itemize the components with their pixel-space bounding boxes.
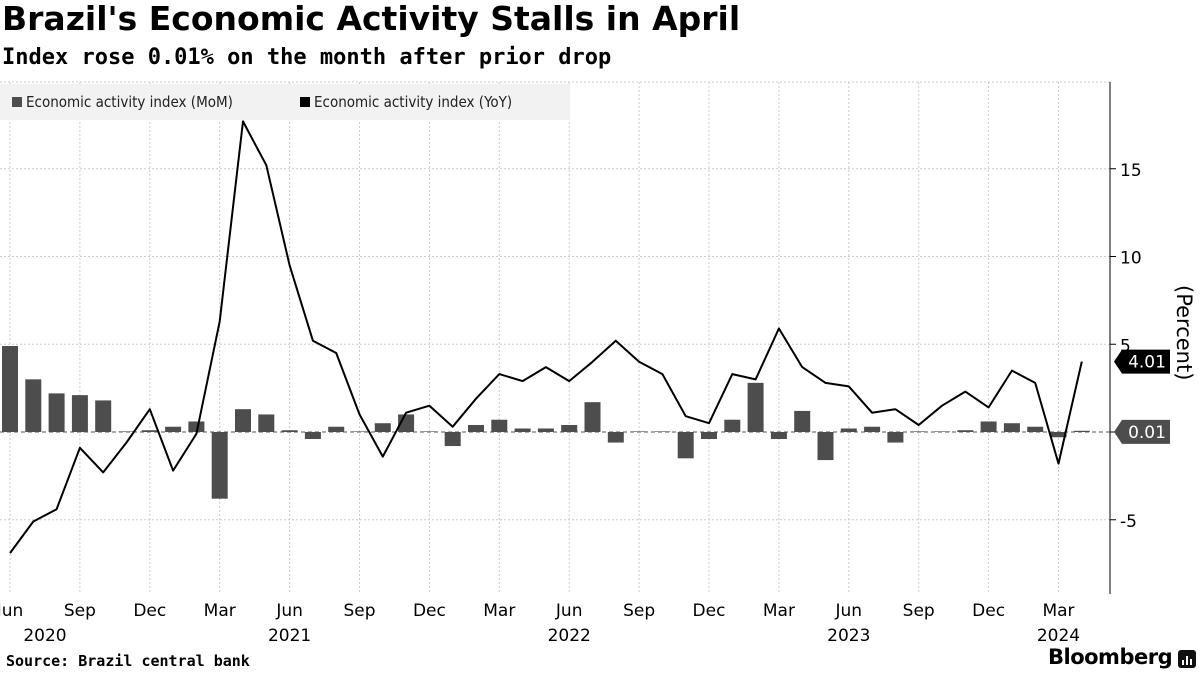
bar: [747, 382, 764, 432]
bar: [910, 431, 927, 432]
x-tick-label: Dec: [413, 601, 446, 621]
legend-label-mom: Economic activity index (MoM): [26, 93, 233, 111]
bar: [840, 428, 857, 432]
mom-bars: [2, 346, 1090, 499]
y-tick-label: -5: [1120, 512, 1137, 532]
x-tick-label: Mar: [204, 601, 236, 621]
bar: [141, 430, 158, 432]
bar: [95, 400, 112, 432]
bar: [374, 423, 391, 432]
bar: [514, 428, 531, 432]
x-tick-label: Dec: [133, 601, 166, 621]
legend-label-yoy: Economic activity index (YoY): [314, 93, 513, 111]
bar: [281, 430, 298, 432]
x-tick-label: Mar: [1042, 601, 1074, 621]
y-tick-label: 5: [1120, 336, 1131, 356]
bar: [677, 432, 694, 459]
bar: [444, 432, 461, 447]
bar: [1073, 430, 1090, 432]
bar: [188, 421, 205, 432]
yoy-line-layer: [9, 120, 1083, 554]
bar: [631, 431, 648, 432]
bar: [351, 431, 368, 432]
x-tick-label: Sep: [343, 601, 375, 621]
y-tick-label: 15: [1120, 161, 1142, 181]
bar: [724, 419, 741, 432]
bar: [654, 431, 671, 432]
x-tick-label: Mar: [483, 601, 515, 621]
bar: [304, 432, 321, 440]
bar: [817, 432, 834, 461]
bar: [328, 426, 345, 432]
bar: [887, 432, 904, 443]
grid-layer: [0, 81, 1110, 594]
x-year-label: 2024: [1037, 626, 1080, 646]
mom-annotation-label: 0.01: [1128, 423, 1166, 443]
legend: Economic activity index (MoM) Economic a…: [0, 84, 570, 120]
bar: [2, 346, 18, 432]
x-tick-label: Jun: [835, 601, 863, 621]
x-year-label: 2021: [268, 626, 311, 646]
bar: [934, 431, 950, 432]
x-tick-label: Jun: [555, 601, 583, 621]
x-tick-label: Sep: [623, 601, 655, 621]
chart-title: Brazil's Economic Activity Stalls in Apr…: [2, 0, 741, 38]
chart-subtitle: Index rose 0.01% on the month after prio…: [2, 45, 612, 70]
bar: [165, 426, 182, 432]
bloomberg-logo-icon: [1178, 650, 1196, 668]
bar: [211, 432, 228, 499]
bar: [701, 432, 717, 440]
bar: [537, 428, 554, 432]
x-tick-label: Dec: [972, 601, 1005, 621]
x-year-label: 2020: [23, 626, 66, 646]
bar: [118, 431, 135, 432]
bar: [235, 409, 251, 432]
bar: [1050, 432, 1067, 438]
source-note: Source: Brazil central bank: [6, 652, 250, 670]
x-tick-label: Mar: [763, 601, 795, 621]
bar: [48, 393, 65, 432]
mom-annotation-flag: [1114, 419, 1170, 444]
x-tick-label: Jun: [275, 601, 303, 621]
x-year-label: 2022: [548, 626, 591, 646]
bar: [864, 426, 881, 432]
bar: [1027, 426, 1044, 432]
x-tick-label: Dec: [693, 601, 726, 621]
bar: [770, 432, 787, 440]
bar: [71, 395, 88, 432]
axes: -5 5 10 15 (Percent) Jun Sep Dec Mar Jun Sep Dec Mar…: [0, 82, 1196, 646]
legend-item-mom: Economic activity index (MoM): [12, 93, 233, 111]
bar: [491, 419, 508, 432]
x-tick-label: Jun: [0, 601, 23, 621]
legend-item-yoy: Economic activity index (YoY): [300, 93, 512, 111]
bar: [957, 430, 974, 432]
bar: [1003, 423, 1020, 432]
bar: [421, 431, 438, 432]
x-tick-label: Sep: [903, 601, 935, 621]
bar: [584, 402, 601, 432]
y-axis-label: (Percent): [1172, 285, 1196, 380]
x-year-label: 2023: [827, 626, 870, 646]
legend-swatch-mom: [12, 97, 22, 107]
bar: [25, 379, 42, 432]
legend-swatch-yoy: [300, 97, 310, 107]
bar: [980, 421, 997, 432]
annotations: 4.01 0.01: [1114, 349, 1170, 444]
bar: [607, 432, 624, 443]
bar: [561, 424, 578, 432]
brand-logo: Bloomberg: [1048, 645, 1173, 669]
y-tick-label: 10: [1120, 249, 1142, 269]
bar: [468, 424, 484, 432]
bar: [794, 410, 811, 432]
x-tick-label: Sep: [64, 601, 96, 621]
yoy-annotation-flag: [1114, 349, 1170, 374]
yoy-annotation-label: 4.01: [1128, 353, 1166, 373]
yoy-line: [9, 120, 1083, 554]
bar: [258, 414, 275, 432]
